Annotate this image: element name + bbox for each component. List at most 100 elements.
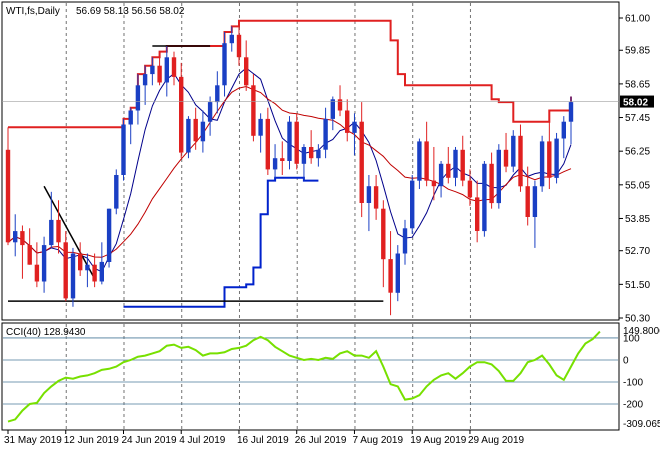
cci-tick-label: 149.8006 bbox=[623, 326, 660, 337]
candle-body bbox=[446, 163, 451, 178]
price-tick-label: 58.65 bbox=[625, 79, 650, 90]
candle-body bbox=[222, 43, 227, 86]
candle-body bbox=[467, 180, 473, 198]
candle-body bbox=[229, 34, 234, 44]
candle-body bbox=[193, 118, 198, 142]
date-tick-label: 7 Aug 2019 bbox=[352, 435, 403, 446]
candle-body bbox=[431, 180, 437, 187]
candle-body bbox=[301, 147, 307, 164]
candle-body bbox=[381, 208, 386, 260]
candle-body bbox=[171, 57, 177, 77]
candle-body bbox=[114, 175, 119, 209]
symbol-label: WTI,fs,Daily bbox=[6, 6, 60, 17]
candles[interactable] bbox=[5, 20, 574, 316]
candle-body bbox=[352, 121, 357, 133]
candle-body bbox=[34, 264, 40, 282]
price-tick-label: 61.00 bbox=[625, 14, 650, 25]
candle-body bbox=[417, 141, 422, 181]
candle-body bbox=[85, 264, 90, 271]
candle-body bbox=[179, 76, 184, 153]
candle-body bbox=[20, 231, 25, 246]
candle-body bbox=[511, 135, 516, 167]
candle-body bbox=[489, 163, 494, 204]
date-tick-label: 19 Aug 2019 bbox=[410, 435, 467, 446]
candle-body bbox=[330, 99, 335, 119]
cci-axis: 149.8006100 0 -100 -200 -309.065 bbox=[623, 326, 660, 430]
candle-body bbox=[142, 74, 148, 86]
date-axis: 31 May 2019 12 Jun 2019 24 Jun 2019 4 Jul 2… bbox=[4, 430, 525, 446]
cci-tick-label: -309.065 bbox=[623, 419, 660, 430]
price-tick-label: 56.25 bbox=[625, 147, 650, 158]
candle-body bbox=[539, 141, 545, 187]
candle-body bbox=[316, 149, 321, 159]
candle-body bbox=[56, 219, 61, 243]
candle-body bbox=[128, 110, 133, 125]
candle-body bbox=[207, 102, 213, 122]
candle-body bbox=[453, 149, 458, 178]
candle-body bbox=[41, 245, 47, 282]
candle-body bbox=[460, 149, 465, 181]
candle-body bbox=[164, 57, 169, 83]
cci-tick-label: -100 bbox=[623, 377, 643, 388]
candle-body bbox=[63, 242, 68, 299]
candle-body bbox=[121, 124, 126, 175]
candle-body bbox=[157, 65, 162, 83]
candle-body bbox=[337, 99, 343, 111]
candle-body bbox=[200, 121, 206, 142]
candle-body bbox=[568, 102, 574, 122]
price-panel[interactable]: WTI,fs,Daily 56.69 58.13 56.56 58.02 bbox=[1, 1, 620, 321]
cci-tick-label: 0 bbox=[623, 355, 629, 366]
current-price-label: 58.02 bbox=[623, 98, 648, 109]
candle-body bbox=[482, 163, 487, 232]
candle-body bbox=[323, 118, 328, 150]
date-tick-label: 31 May 2019 bbox=[4, 435, 62, 446]
candle-body bbox=[503, 149, 509, 167]
price-panel-frame bbox=[1, 1, 620, 321]
support-step-line bbox=[123, 176, 319, 308]
candle-body bbox=[525, 186, 530, 217]
candle-body bbox=[251, 85, 256, 136]
candle-body bbox=[518, 135, 523, 187]
cci-panel[interactable]: CCI(40) 128.9430 bbox=[1, 322, 620, 431]
date-tick-label: 29 Aug 2019 bbox=[468, 435, 525, 446]
date-tick-label: 26 Jul 2019 bbox=[295, 435, 347, 446]
candle-body bbox=[5, 149, 11, 243]
cci-panel-frame bbox=[1, 322, 620, 431]
candle-body bbox=[265, 118, 270, 170]
candle-body bbox=[99, 261, 104, 282]
candle-body bbox=[215, 85, 220, 103]
candle-body bbox=[359, 121, 364, 203]
candle-body bbox=[547, 141, 552, 178]
price-tick-label: 57.45 bbox=[625, 113, 650, 124]
candle-body bbox=[395, 253, 400, 293]
candle-body bbox=[92, 264, 97, 282]
candle-body bbox=[410, 180, 415, 229]
candle-body bbox=[236, 34, 242, 58]
candle-body bbox=[287, 121, 292, 161]
candle-body bbox=[309, 147, 314, 159]
price-tick-label: 55.05 bbox=[625, 180, 650, 191]
price-tick-label: 51.50 bbox=[625, 280, 650, 291]
candle-body bbox=[496, 149, 501, 204]
candle-body bbox=[345, 110, 350, 133]
cci-series-line bbox=[7, 330, 601, 423]
candle-body bbox=[150, 65, 155, 75]
cci-tick-label: 100 bbox=[623, 333, 640, 344]
trend-line bbox=[43, 185, 96, 280]
price-axis: 61.00 59.85 58.65 57.45 56.25 55.05 53.85 52.70… bbox=[2, 14, 654, 325]
candle-body bbox=[388, 259, 393, 293]
candle-body bbox=[78, 253, 83, 271]
candle-body bbox=[366, 186, 372, 203]
price-tick-label: 59.85 bbox=[625, 46, 650, 57]
candle-body bbox=[294, 121, 299, 164]
date-tick-label: 16 Jul 2019 bbox=[237, 435, 289, 446]
candle-body bbox=[424, 141, 429, 181]
candle-body bbox=[272, 158, 278, 170]
candle-body bbox=[244, 57, 249, 86]
candle-body bbox=[373, 186, 379, 209]
date-tick-label: 12 Jun 2019 bbox=[64, 435, 119, 446]
candle-body bbox=[106, 208, 112, 262]
candle-body bbox=[70, 253, 76, 299]
candle-body bbox=[27, 245, 32, 265]
